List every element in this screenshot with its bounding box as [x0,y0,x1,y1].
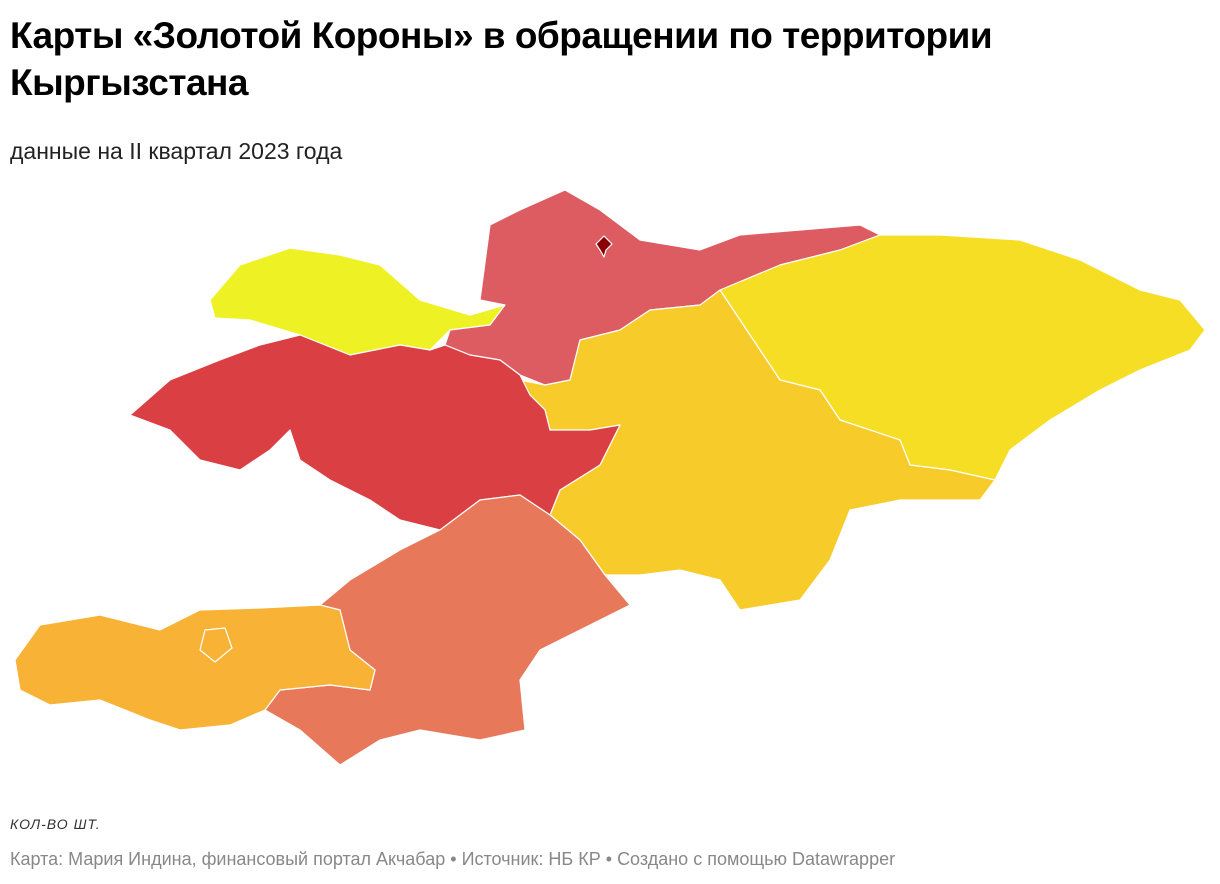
region [14,604,376,731]
region [595,235,613,258]
separator: • [450,849,457,869]
source: Источник: НБ КР [461,849,601,869]
region [129,334,621,531]
subtitle: данные на II квартал 2023 года [10,138,343,164]
credit: Карта: Мария Индина, финансовый портал А… [10,849,446,869]
footer: Карта: Мария Индина, финансовый портал А… [10,849,895,870]
separator: • [605,849,613,869]
map [14,189,1206,766]
legend-title: КОЛ-ВО ШТ. [10,816,101,832]
tool: Создано с помощью Datawrapper [617,849,896,869]
title: Карты «Золотой Короны» в обращении по те… [10,15,993,103]
